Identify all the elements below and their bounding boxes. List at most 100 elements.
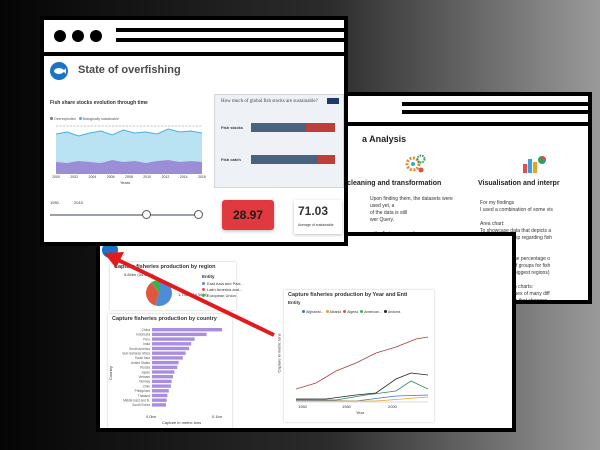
country-bar (152, 346, 190, 351)
country-bar (152, 351, 186, 355)
country-label: Japan (141, 370, 150, 374)
country-label: Philippines (135, 389, 151, 393)
area-x-label: Years (120, 180, 131, 185)
country-bar (152, 365, 178, 369)
overfishing-window: State of overfishing Fish share stocks e… (40, 16, 348, 246)
country-label: South America (129, 347, 150, 351)
fish-logo-icon (50, 62, 68, 80)
area-x-ticks: 2000 2002 2004 2006 2008 2010 2012 2014 2016 (52, 174, 206, 180)
x-tick: 2014 (179, 175, 188, 179)
pie-legend-title: Entity (202, 274, 215, 279)
line-legend: Afghanist... Albania Algeria American... And… (302, 300, 402, 318)
pie-slice (146, 282, 159, 306)
country-label: Peru (143, 337, 150, 341)
x-tick: 2000 (52, 175, 60, 179)
text-line: I used a combination of some vis (480, 207, 553, 213)
text-line: To showcase data that depicts a (480, 228, 552, 234)
slider-max-label: 2015 (74, 200, 83, 205)
country-bar (152, 328, 222, 332)
window-titlebar (44, 20, 344, 56)
series-line (296, 394, 429, 402)
title-placeholder-bar (116, 28, 344, 32)
window-dot-icon[interactable] (72, 30, 84, 42)
overexploited-area (56, 160, 202, 174)
col1-title: Data cleaning and transformation (330, 180, 442, 187)
line-x-label: Year (356, 410, 365, 415)
page-title: State of overfishing (78, 64, 181, 76)
legend-item: Overexploited (50, 117, 76, 121)
legend-item: European Union (202, 293, 244, 299)
country-bar (152, 389, 169, 393)
slider-handle-left[interactable] (142, 210, 151, 219)
line-x-tick-1: 1980 (342, 404, 351, 409)
x-tick: 2002 (70, 175, 79, 179)
pie-label-top: 5.84bn (34.57%) (124, 272, 154, 277)
legend-item: Andorra (383, 310, 400, 314)
text-line: of the data is still (370, 210, 408, 216)
catch-bar (251, 155, 335, 164)
country-label: India (143, 342, 150, 346)
x-tick: 2012 (161, 175, 170, 179)
title-placeholder-bar (116, 38, 344, 42)
text-line: wer Query. (370, 217, 395, 223)
slider-handle-right[interactable] (194, 210, 203, 219)
country-bar (152, 332, 207, 337)
slider-min-label: 1950 (50, 200, 59, 205)
kpi-white-label: Average of sustainable (298, 223, 334, 227)
pie-slice (154, 280, 172, 306)
analysis-header: a Analysis (362, 134, 407, 144)
bar-title: Capture fisheries production by country (112, 316, 217, 322)
kpi-white-value: 71.03 (298, 204, 329, 218)
country-label: Indonesia (136, 333, 150, 337)
line-chart (296, 336, 429, 403)
window-dot-icon[interactable] (90, 30, 102, 42)
x-tick: 2008 (125, 175, 133, 179)
text-line: For my findings (480, 200, 515, 206)
sustainable-line (56, 128, 202, 137)
country-bar (152, 384, 171, 388)
country-bar (152, 375, 173, 379)
legend-item: East Asia and Paci... (202, 281, 244, 287)
country-label: South Asia (135, 356, 150, 360)
bar-x-label: Capture in metric tons (162, 420, 202, 425)
country-bar (152, 403, 166, 407)
year-slider[interactable]: 1950 2015 (50, 200, 203, 224)
charts-icon (522, 154, 546, 174)
kpi-red-value: 28.97 (232, 208, 264, 222)
bar-card: Capture fisheries production by country … (108, 314, 232, 428)
row1-label: Fish stocks (221, 125, 244, 130)
line-card: Capture fisheries production by Year and… (277, 290, 434, 422)
pie-slice (151, 280, 159, 293)
col2-title: Visualisation and interpr (478, 180, 560, 187)
legend-item: Albania (325, 310, 341, 314)
kpi-white-card: 71.03 Average of sustainable (294, 200, 342, 234)
panel-badge (327, 98, 339, 104)
series-line (296, 336, 429, 390)
country-bar (152, 337, 195, 341)
country-bar (152, 356, 183, 360)
slider-track[interactable] (50, 214, 198, 216)
text-line: used yet, a (370, 203, 395, 209)
pie-legend: East Asia and Paci... Latin America and..… (202, 281, 244, 299)
line-legend-title: Entity (288, 300, 301, 305)
x-tick: 2006 (106, 175, 115, 179)
capture-fisheries-window: Capture fisheries production by region 5… (96, 232, 516, 432)
gears-icon (404, 154, 426, 174)
country-bar (152, 360, 179, 365)
bar-x-tick-1: 0.1bn (212, 414, 223, 419)
legend-item: American... (360, 310, 382, 314)
series-line (296, 396, 429, 402)
sustainable-area (56, 129, 202, 163)
x-tick: 2016 (198, 175, 206, 179)
country-label: South Korea (132, 403, 150, 407)
bar-x-tick-0: 0.0bn (146, 414, 157, 419)
area-chart-card: Fish share stocks evolution through time… (50, 100, 206, 185)
window-dot-icon[interactable] (54, 30, 66, 42)
area-chart (56, 125, 202, 174)
title-placeholder-bar (402, 102, 588, 106)
x-tick: 2004 (88, 175, 97, 179)
country-bar (152, 370, 175, 374)
legend-item: Algeria (343, 310, 358, 314)
